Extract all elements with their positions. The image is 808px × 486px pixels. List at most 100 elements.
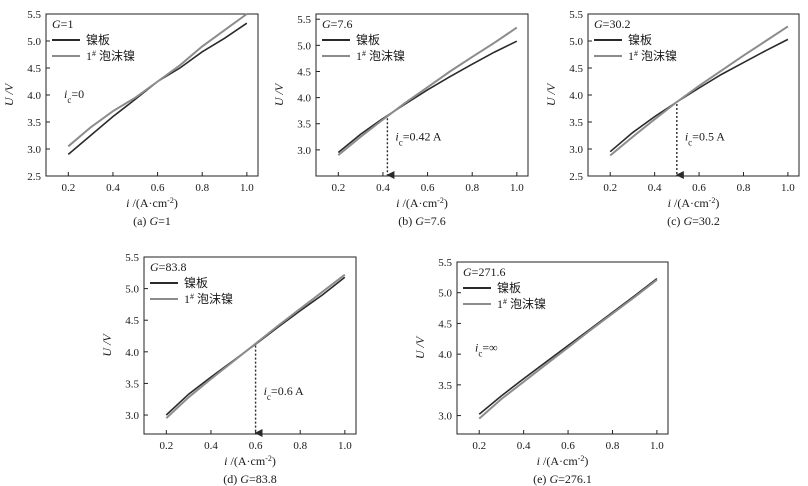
y-tick-label: 4.5 [438, 318, 452, 330]
legend-label: 镍板 [497, 281, 521, 295]
panel-caption: (b) G=7.6 [398, 214, 445, 228]
x-tick-label: 1.0 [650, 440, 664, 452]
legend-label: 镍板 [86, 33, 110, 47]
x-tick-label: 1.0 [781, 182, 795, 194]
y-tick-label: 4.0 [569, 90, 583, 102]
legend-label: 镍板 [184, 276, 208, 290]
legend-label: 1# 泡沫镍 [497, 297, 546, 312]
y-tick-label: 4.0 [297, 93, 311, 105]
critical-current-label: ic=∞ [475, 340, 498, 358]
y-tick-label: 3.0 [438, 411, 452, 423]
critical-current-label: ic=0.6 A [264, 384, 304, 402]
x-tick-label: 1.0 [338, 440, 352, 452]
x-axis-label: i /(A·cm-2) [126, 196, 178, 211]
x-axis-label: i /(A·cm-2) [537, 454, 589, 469]
y-tick-label: 4.5 [297, 66, 311, 78]
y-tick-label: 5.0 [569, 36, 583, 48]
y-tick-label: 3.0 [297, 145, 311, 157]
gain-label: G=271.6 [463, 265, 505, 279]
x-tick-label: 0.8 [606, 440, 620, 452]
chart-panel-3: 0.2 0.4 0.6 0.8 1.0 2.5 3.0 3.5 4.0 4.5 5.0 5.5 G=30… [544, 9, 800, 228]
x-tick-label: 0.4 [648, 182, 662, 194]
critical-current-label: ic=0 [64, 87, 84, 105]
x-tick-label: 0.6 [421, 182, 435, 194]
x-tick-label: 1.0 [240, 182, 254, 194]
y-axis-label: U /V [544, 82, 558, 106]
y-tick-label: 5.0 [125, 284, 139, 296]
x-tick-label: 0.2 [61, 182, 75, 194]
x-tick-label: 0.2 [331, 182, 345, 194]
y-tick-label: 3.5 [569, 117, 583, 129]
series-line-nickel-foam [478, 279, 658, 420]
panel-caption: (a) G=1 [133, 214, 171, 228]
x-tick-label: 0.8 [465, 182, 479, 194]
legend-label: 镍板 [628, 33, 652, 47]
gain-label: G=7.6 [322, 17, 352, 31]
gain-label: G=1 [52, 17, 73, 31]
x-tick-label: 0.6 [151, 182, 165, 194]
y-tick-label: 3.0 [27, 144, 41, 156]
x-tick-label: 0.2 [472, 440, 486, 452]
y-tick-label: 4.5 [569, 63, 583, 75]
x-tick-label: 0.4 [376, 182, 390, 194]
x-axis-label: i /(A·cm-2) [224, 454, 276, 469]
y-tick-label: 2.5 [27, 171, 41, 183]
x-tick-label: 0.4 [517, 440, 531, 452]
plot-frame [143, 256, 357, 435]
chart-panel-5: 0.2 0.4 0.6 0.8 1.0 3.0 3.5 4.0 4.5 5.0 5.5 G=271.6… [413, 257, 669, 486]
x-tick-label: 0.8 [293, 440, 307, 452]
y-tick-label: 3.5 [27, 117, 41, 129]
y-tick-label: 3.5 [297, 119, 311, 131]
critical-current-label: ic=0.5 A [685, 129, 725, 147]
plot-frame [456, 261, 669, 435]
y-tick-label: 4.0 [125, 347, 139, 359]
panel-caption: (e) G=276.1 [533, 472, 592, 486]
x-tick-label: 0.2 [159, 440, 173, 452]
series-line-nickel-foam [67, 13, 248, 148]
y-tick-label: 5.5 [569, 9, 583, 21]
legend-label: 1# 泡沫镍 [356, 49, 405, 64]
y-tick-label: 4.0 [27, 90, 41, 102]
legend-label: 镍板 [356, 33, 380, 47]
y-axis-label: U /V [272, 82, 286, 106]
x-tick-label: 0.8 [195, 182, 209, 194]
y-axis-label: U /V [413, 335, 427, 359]
series-line-nickel-foam [337, 26, 518, 156]
legend-label: 1# 泡沫镍 [628, 49, 677, 64]
x-axis-label: i /(A·cm-2) [668, 196, 720, 211]
gain-label: G=30.2 [594, 17, 630, 31]
series-line-nickel-foam [609, 25, 789, 157]
y-tick-label: 4.5 [125, 315, 139, 327]
y-tick-label: 2.5 [569, 171, 583, 183]
y-tick-label: 5.5 [438, 257, 452, 269]
y-tick-label: 5.0 [27, 36, 41, 48]
y-tick-label: 5.0 [438, 288, 452, 300]
chart-panel-2: 0.2 0.4 0.6 0.8 1.0 3.0 3.5 4.0 4.5 5.0 5.5 G=7.6 镍板… [272, 13, 529, 228]
y-tick-label: 3.0 [125, 410, 139, 422]
x-tick-label: 0.8 [737, 182, 751, 194]
series-line-nickel-plate [337, 40, 518, 154]
y-axis-label: U /V [100, 333, 114, 357]
plot-frame [587, 13, 800, 177]
x-tick-label: 0.4 [106, 182, 120, 194]
x-tick-label: 0.2 [603, 182, 617, 194]
legend-label: 1# 泡沫镍 [184, 292, 233, 307]
gain-label: G=83.8 [150, 260, 186, 274]
y-tick-label: 5.0 [297, 40, 311, 52]
series-line-nickel-plate [609, 38, 789, 153]
critical-current-label: ic=0.42 A [395, 129, 441, 147]
x-tick-label: 0.4 [204, 440, 218, 452]
legend-label: 1# 泡沫镍 [86, 49, 135, 64]
y-tick-label: 5.5 [125, 252, 139, 264]
y-tick-label: 4.5 [27, 63, 41, 75]
y-tick-label: 4.0 [438, 349, 452, 361]
x-tick-label: 0.6 [561, 440, 575, 452]
chart-panel-1: 0.2 0.4 0.6 0.8 1.0 2.5 3.0 3.5 4.0 4.5 5.0 5.5 G=1 镍… [2, 9, 259, 228]
y-tick-label: 5.5 [27, 9, 41, 21]
y-tick-label: 3.5 [125, 378, 139, 390]
x-tick-label: 0.6 [692, 182, 706, 194]
x-tick-label: 0.6 [249, 440, 263, 452]
panel-caption: (c) G=30.2 [667, 214, 720, 228]
series-line-nickel-foam [165, 273, 346, 419]
